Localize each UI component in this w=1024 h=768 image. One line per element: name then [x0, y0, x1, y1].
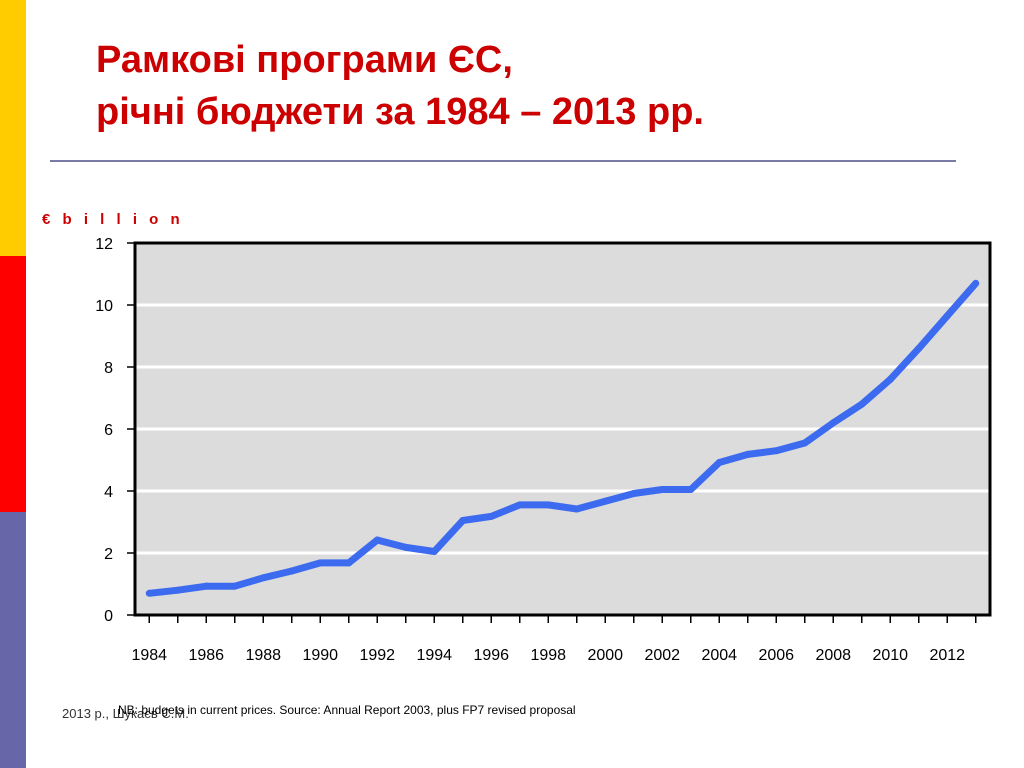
author-credit: 2013 р., Шукаєв С.М. [62, 706, 189, 721]
data-point [972, 279, 980, 287]
sidebar-band-red [0, 256, 26, 512]
plot-frame [133, 241, 992, 617]
x-tick-label: 2002 [644, 647, 680, 664]
sidebar-band-blue [0, 512, 26, 768]
data-point [174, 586, 182, 594]
data-point [943, 312, 951, 320]
data-point [744, 450, 752, 458]
data-point [886, 375, 894, 383]
data-point [801, 439, 809, 447]
sidebar-stripes [0, 0, 26, 768]
data-point [487, 512, 495, 520]
data-point [459, 516, 467, 524]
data-point [715, 458, 723, 466]
data-point [288, 567, 296, 575]
y-tick-label: 8 [104, 360, 113, 377]
data-point [316, 559, 324, 567]
x-tick-label: 2004 [701, 647, 737, 664]
data-point [658, 485, 666, 493]
source-footnote: NB: budgets in current prices. Source: A… [118, 703, 576, 717]
y-axis-unit-label: € b i l l i o n [42, 211, 184, 228]
data-point [402, 543, 410, 551]
x-tick-label: 1986 [188, 647, 224, 664]
data-point [573, 505, 581, 513]
data-point [231, 582, 239, 590]
y-tick-label: 12 [95, 236, 113, 253]
data-point [915, 344, 923, 352]
series-line-budget [148, 280, 979, 597]
x-tick-label: 1984 [131, 647, 167, 664]
x-tick-label: 2006 [758, 647, 794, 664]
x-tick-label: 1996 [473, 647, 509, 664]
y-tick-label: 0 [104, 608, 113, 625]
title-divider [50, 160, 956, 162]
x-tick-label: 1992 [359, 647, 395, 664]
data-point [772, 447, 780, 455]
x-tick-label: 2010 [872, 647, 908, 664]
data-point [373, 536, 381, 544]
data-point [601, 497, 609, 505]
x-tick-label: 1994 [416, 647, 452, 664]
budget-line-chart: 0 2 4 6 8 10 12 1984 1986 1988 1990 1992 1994 1996 199… [95, 236, 992, 664]
y-tick-label: 2 [104, 546, 113, 563]
data-point [516, 501, 524, 509]
y-tick-label: 10 [95, 298, 113, 315]
data-point [630, 489, 638, 497]
data-point [145, 589, 153, 597]
x-tick-label: 2012 [929, 647, 965, 664]
x-tick-label: 1998 [530, 647, 566, 664]
y-tick-label: 6 [104, 422, 113, 439]
x-tick-label: 1988 [245, 647, 281, 664]
data-point [430, 547, 438, 555]
slide-title: Рамкові програми ЄС, річні бюджети за 19… [96, 39, 704, 133]
data-point [687, 485, 695, 493]
data-point [829, 419, 837, 427]
x-tick-label: 2008 [815, 647, 851, 664]
data-point [345, 559, 353, 567]
x-tick-label: 1990 [302, 647, 338, 664]
y-tick-label: 4 [104, 484, 113, 501]
data-point [858, 400, 866, 408]
data-point [202, 582, 210, 590]
x-tick-label: 2000 [587, 647, 623, 664]
sidebar-band-yellow [0, 0, 26, 256]
data-point [259, 574, 267, 582]
data-point [544, 501, 552, 509]
